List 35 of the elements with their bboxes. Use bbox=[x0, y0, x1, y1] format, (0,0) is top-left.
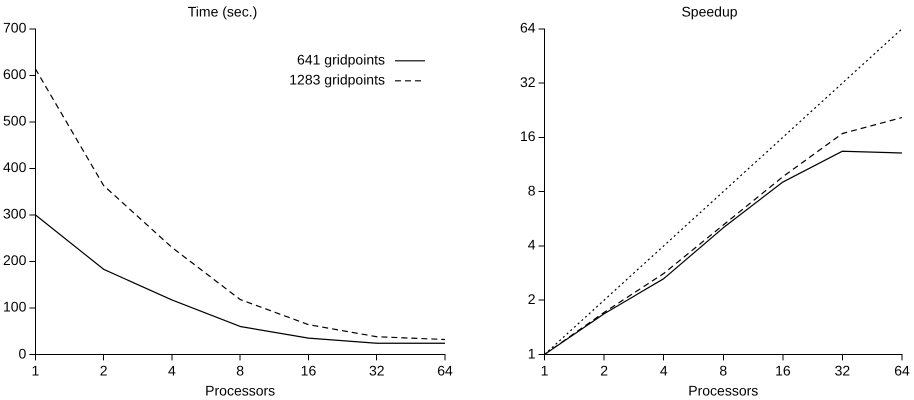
y-tick-label: 8 bbox=[528, 182, 536, 198]
x-axis-title: Processors bbox=[688, 382, 758, 398]
x-tick-label: 16 bbox=[775, 362, 791, 379]
x-tick-label: 8 bbox=[719, 362, 728, 379]
x-tick-label: 2 bbox=[600, 362, 608, 379]
legend-label: 641 gridpoints bbox=[297, 52, 385, 68]
x-tick-label: 16 bbox=[300, 362, 316, 379]
x-tick-label: 1 bbox=[31, 362, 40, 379]
y-tick-label: 400 bbox=[3, 159, 27, 176]
legend-label: 1283 gridpoints bbox=[289, 72, 385, 88]
chart-title: Time (sec.) bbox=[188, 3, 258, 20]
x-tick-label: 8 bbox=[236, 362, 244, 379]
y-tick-label: 1 bbox=[528, 345, 536, 362]
y-tick-label: 2 bbox=[528, 290, 536, 307]
y-tick-label: 500 bbox=[3, 112, 27, 129]
x-tick-label: 32 bbox=[834, 362, 850, 379]
y-tick-label: 200 bbox=[3, 252, 27, 268]
x-tick-label: 1 bbox=[540, 362, 549, 379]
y-tick-label: 600 bbox=[3, 66, 27, 82]
x-tick-label: 4 bbox=[168, 362, 176, 379]
y-tick-label: 16 bbox=[520, 128, 536, 144]
chart-title: Speedup bbox=[681, 3, 738, 20]
y-tick-label: 300 bbox=[3, 206, 27, 222]
x-tick-label: 2 bbox=[100, 362, 108, 379]
y-tick-label: 64 bbox=[520, 20, 536, 36]
x-axis-title: Processors bbox=[205, 382, 276, 398]
y-tick-label: 0 bbox=[18, 345, 27, 362]
x-tick-label: 64 bbox=[894, 362, 910, 379]
y-tick-label: 100 bbox=[3, 298, 27, 315]
x-tick-label: 32 bbox=[368, 362, 385, 379]
y-tick-label: 32 bbox=[520, 74, 536, 90]
y-tick-label: 700 bbox=[3, 20, 27, 36]
y-tick-label: 4 bbox=[528, 236, 536, 253]
x-tick-label: 64 bbox=[437, 362, 453, 379]
x-tick-label: 4 bbox=[660, 362, 668, 379]
